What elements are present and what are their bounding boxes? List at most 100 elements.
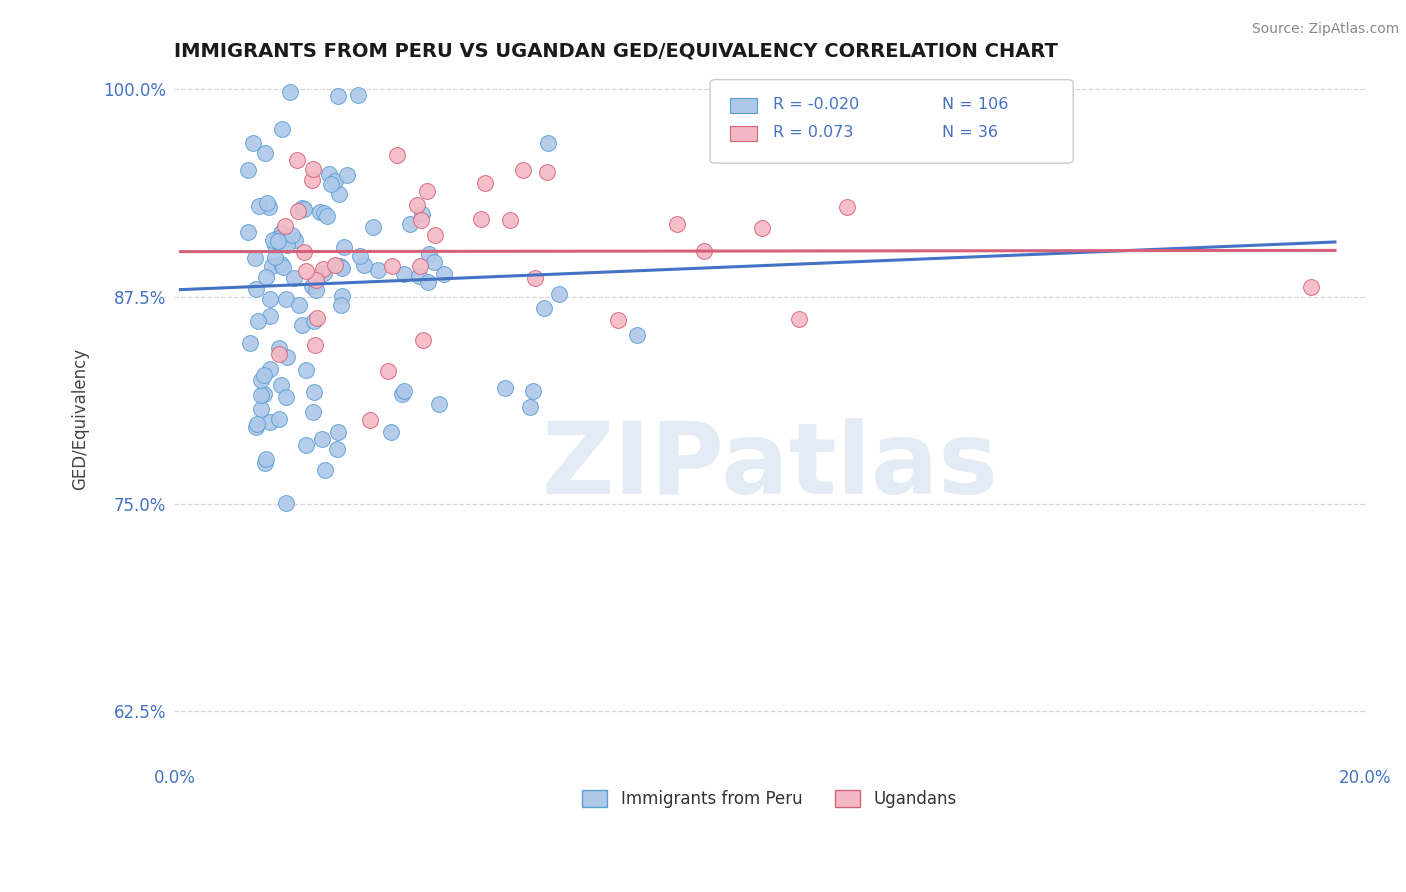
Point [263, 251, 285, 265]
Point [267, 234, 290, 248]
Point [412, 333, 434, 347]
Point [276, 351, 298, 365]
Point [267, 231, 290, 245]
Point [474, 176, 496, 190]
Point [294, 264, 316, 278]
Point [292, 202, 315, 216]
Point [470, 212, 492, 227]
Point [626, 328, 648, 343]
Point [274, 292, 297, 306]
Point [332, 239, 354, 253]
Point [405, 198, 427, 212]
Point [533, 301, 555, 315]
Point [391, 387, 413, 401]
FancyBboxPatch shape [730, 126, 756, 141]
Point [247, 314, 270, 328]
Point [392, 384, 415, 398]
Point [408, 268, 430, 283]
Point [380, 425, 402, 439]
Point [250, 401, 273, 416]
Legend: Immigrants from Peru, Ugandans: Immigrants from Peru, Ugandans [575, 783, 963, 814]
Point [387, 148, 409, 162]
Point [254, 146, 277, 161]
Point [301, 173, 323, 187]
Point [252, 368, 274, 383]
Point [349, 249, 371, 263]
Point [292, 245, 315, 260]
Point [276, 238, 298, 252]
Point [308, 204, 330, 219]
Point [302, 314, 325, 328]
Point [1301, 280, 1323, 294]
Point [416, 184, 439, 198]
Point [537, 136, 560, 151]
Point [284, 233, 307, 247]
Point [250, 373, 273, 387]
Point [347, 87, 370, 102]
Point [416, 275, 439, 289]
Point [547, 286, 569, 301]
Point [384, 26, 406, 40]
Point [270, 257, 292, 271]
Point [418, 247, 440, 261]
Point [274, 496, 297, 510]
Point [522, 384, 544, 399]
Point [392, 267, 415, 281]
Point [316, 209, 339, 223]
Point [302, 405, 325, 419]
Point [666, 217, 689, 231]
Point [423, 255, 446, 269]
Point [427, 397, 450, 411]
Point [238, 163, 260, 178]
Point [305, 311, 328, 326]
Point [274, 219, 297, 233]
Point [789, 312, 811, 326]
Point [323, 174, 346, 188]
Point [325, 442, 347, 456]
Point [260, 259, 283, 273]
Point [259, 293, 281, 307]
Point [398, 217, 420, 231]
Point [328, 186, 350, 201]
Text: R = -0.020: R = -0.020 [773, 97, 859, 112]
Y-axis label: GED/Equivalency: GED/Equivalency [72, 348, 89, 490]
Point [377, 363, 399, 377]
Text: ZIPatlas: ZIPatlas [541, 418, 998, 515]
Point [411, 207, 433, 221]
Point [245, 420, 267, 434]
Point [288, 298, 311, 312]
Text: R = 0.073: R = 0.073 [773, 125, 853, 140]
Point [305, 273, 328, 287]
Point [544, 0, 567, 14]
Point [304, 385, 326, 400]
Point [250, 387, 273, 401]
Point [359, 413, 381, 427]
Text: N = 106: N = 106 [942, 97, 1008, 112]
Point [512, 162, 534, 177]
Point [254, 269, 277, 284]
Point [409, 259, 432, 273]
Point [259, 310, 281, 324]
FancyBboxPatch shape [730, 98, 756, 113]
Point [330, 289, 353, 303]
Point [242, 136, 264, 151]
Point [294, 363, 316, 377]
Point [425, 227, 447, 242]
Point [285, 153, 308, 168]
Point [239, 336, 262, 351]
Point [243, 251, 266, 265]
Point [281, 227, 304, 242]
Point [835, 200, 858, 214]
Point [254, 451, 277, 466]
Point [247, 199, 270, 213]
Point [291, 318, 314, 333]
Point [302, 161, 325, 176]
Point [499, 213, 522, 227]
Point [283, 270, 305, 285]
Point [270, 237, 292, 252]
Point [361, 220, 384, 235]
Text: IMMIGRANTS FROM PERU VS UGANDAN GED/EQUIVALENCY CORRELATION CHART: IMMIGRANTS FROM PERU VS UGANDAN GED/EQUI… [174, 42, 1059, 61]
Point [409, 213, 432, 227]
Point [270, 226, 292, 240]
Point [236, 225, 259, 239]
